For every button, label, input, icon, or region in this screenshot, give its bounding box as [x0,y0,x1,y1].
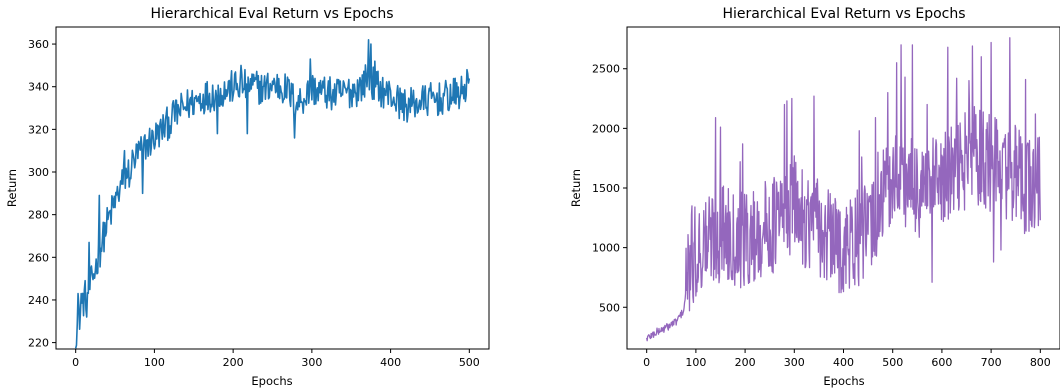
y-tick-label: 500 [599,301,620,314]
y-tick-label: 1500 [592,182,620,195]
x-tick-label: 400 [833,356,854,369]
y-axis-label: Return [569,169,583,207]
x-tick-label: 800 [1030,356,1051,369]
chart-left: Hierarchical Eval Return vs Epochs 220 24… [5,6,490,388]
x-axis-label: Epochs [823,374,864,388]
series-line [74,38,471,349]
x-tick-label: 100 [144,356,165,369]
y-tick-label: 220 [28,337,49,350]
y-tick-label: 360 [28,38,49,51]
chart-title: Hierarchical Eval Return vs Epochs [722,6,965,22]
x-tick-label: 200 [735,356,756,369]
x-tick-label: 0 [72,356,79,369]
x-tick-label: 500 [882,356,903,369]
x-axis: 0 100 200 300 400 500 600 700 800 [643,349,1051,369]
y-tick-label: 300 [28,166,49,179]
y-tick-label: 2500 [592,63,620,76]
y-tick-label: 340 [28,81,49,94]
y-tick-label: 240 [28,294,49,307]
x-tick-label: 300 [784,356,805,369]
y-tick-label: 320 [28,123,49,136]
plot-area-frame [626,26,1060,350]
y-tick-label: 2000 [592,122,620,135]
y-axis: 220 240 260 280 300 320 340 360 [28,38,56,350]
y-tick-label: 280 [28,209,49,222]
x-tick-label: 100 [685,356,706,369]
x-tick-label: 0 [643,356,650,369]
x-tick-label: 200 [223,356,244,369]
y-tick-label: 260 [28,251,49,264]
x-tick-label: 700 [981,356,1002,369]
x-axis-label: Epochs [251,374,292,388]
x-axis: 0 100 200 300 400 500 [72,349,480,369]
x-tick-label: 600 [931,356,952,369]
y-axis: 500 1000 1500 2000 2500 [592,63,627,314]
chart-title: Hierarchical Eval Return vs Epochs [150,6,393,22]
data-series-group [74,38,471,349]
x-tick-label: 500 [459,356,480,369]
x-tick-label: 400 [380,356,401,369]
plot-area-frame [55,26,490,350]
y-axis-label: Return [5,169,19,207]
data-series-group [646,37,1041,342]
chart-right: Hierarchical Eval Return vs Epochs 500 10… [569,6,1060,388]
series-line [646,37,1041,342]
y-tick-label: 1000 [592,242,620,255]
x-tick-label: 300 [301,356,322,369]
